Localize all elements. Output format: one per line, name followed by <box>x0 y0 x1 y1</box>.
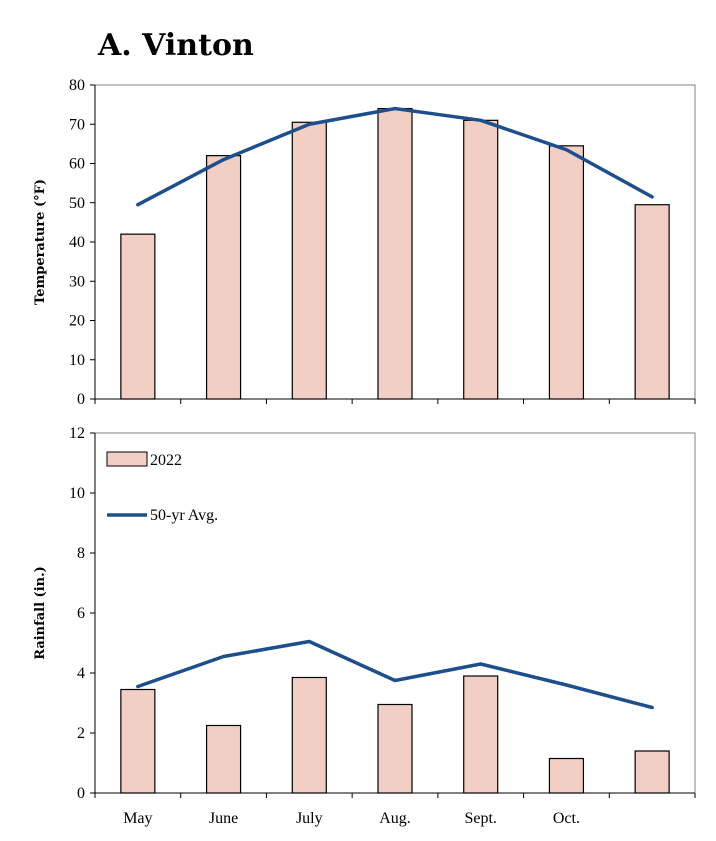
temperature-bars <box>120 107 670 400</box>
rainfall-bar <box>548 757 585 794</box>
temperature-bar <box>634 204 670 400</box>
rainfall-panel: 0 2 4 6 8 10 12 May June July Aug. Sept. Oct. Rainf… <box>33 425 696 827</box>
temperature-bar <box>548 145 585 400</box>
legend-label-avg: 50-yr Avg. <box>150 507 218 524</box>
temperature-y-tick-label: 70 <box>69 116 85 133</box>
legend-label-2022: 2022 <box>150 452 182 469</box>
temperature-y-tick-label: 10 <box>69 352 85 369</box>
rainfall-bar <box>634 750 670 794</box>
rainfall-bar <box>377 703 413 794</box>
temperature-y-axis-label: Temperature (°F) <box>33 179 48 305</box>
rainfall-y-tick-label: 10 <box>69 485 85 502</box>
temperature-avg-line <box>136 106 654 207</box>
chart-title: A. Vinton <box>97 28 254 63</box>
rainfall-y-tick-label: 6 <box>77 605 85 622</box>
temperature-y-tick-label: 80 <box>69 77 85 94</box>
x-tick-label: June <box>209 810 238 827</box>
rainfall-bars <box>120 675 670 794</box>
rainfall-y-tick-label: 12 <box>69 425 85 442</box>
x-tick-label: July <box>296 810 323 827</box>
rainfall-y-tick-label: 0 <box>77 785 85 802</box>
rainfall-y-axis-label: Rainfall (in.) <box>33 566 48 660</box>
x-tick-label: Oct. <box>553 810 580 827</box>
rainfall-bar <box>291 676 327 794</box>
rainfall-y-tick-label: 8 <box>77 545 85 562</box>
x-tick-label: Aug. <box>379 810 411 827</box>
rainfall-bar <box>463 675 499 794</box>
rainfall-y-tick-label: 4 <box>77 665 85 682</box>
rainfall-avg-polyline <box>136 639 654 710</box>
rainfall-bar <box>205 724 242 794</box>
temperature-x-ticks <box>94 399 696 404</box>
temperature-bar <box>463 119 499 400</box>
rainfall-avg-line <box>136 639 654 710</box>
rainfall-y-ticks: 0 2 4 6 8 10 12 <box>69 425 95 802</box>
temperature-y-tick-label: 40 <box>69 234 85 251</box>
x-tick-label: May <box>123 810 152 827</box>
temperature-bar <box>205 155 242 400</box>
x-tick-label: Sept. <box>464 810 496 827</box>
temperature-y-tick-label: 30 <box>69 273 85 290</box>
temperature-y-ticks: 0 10 20 30 40 50 60 70 80 <box>69 77 95 408</box>
legend: 2022 50-yr Avg. <box>106 451 218 524</box>
temperature-y-tick-label: 50 <box>69 195 85 212</box>
legend-swatch-2022 <box>106 451 148 467</box>
temperature-panel: 0 10 20 30 40 50 60 70 80 Temperature (°F) <box>33 77 696 408</box>
temperature-y-tick-label: 0 <box>77 391 85 408</box>
temperature-bar <box>291 121 327 400</box>
temperature-avg-polyline <box>136 106 654 207</box>
temperature-bar <box>377 107 413 400</box>
temperature-bar <box>120 233 156 400</box>
rainfall-bar <box>120 688 156 794</box>
temperature-y-tick-label: 20 <box>69 313 85 330</box>
rainfall-x-ticks: May June July Aug. Sept. Oct. <box>94 793 696 827</box>
rainfall-y-tick-label: 2 <box>77 725 85 742</box>
temperature-y-tick-label: 60 <box>69 156 85 173</box>
